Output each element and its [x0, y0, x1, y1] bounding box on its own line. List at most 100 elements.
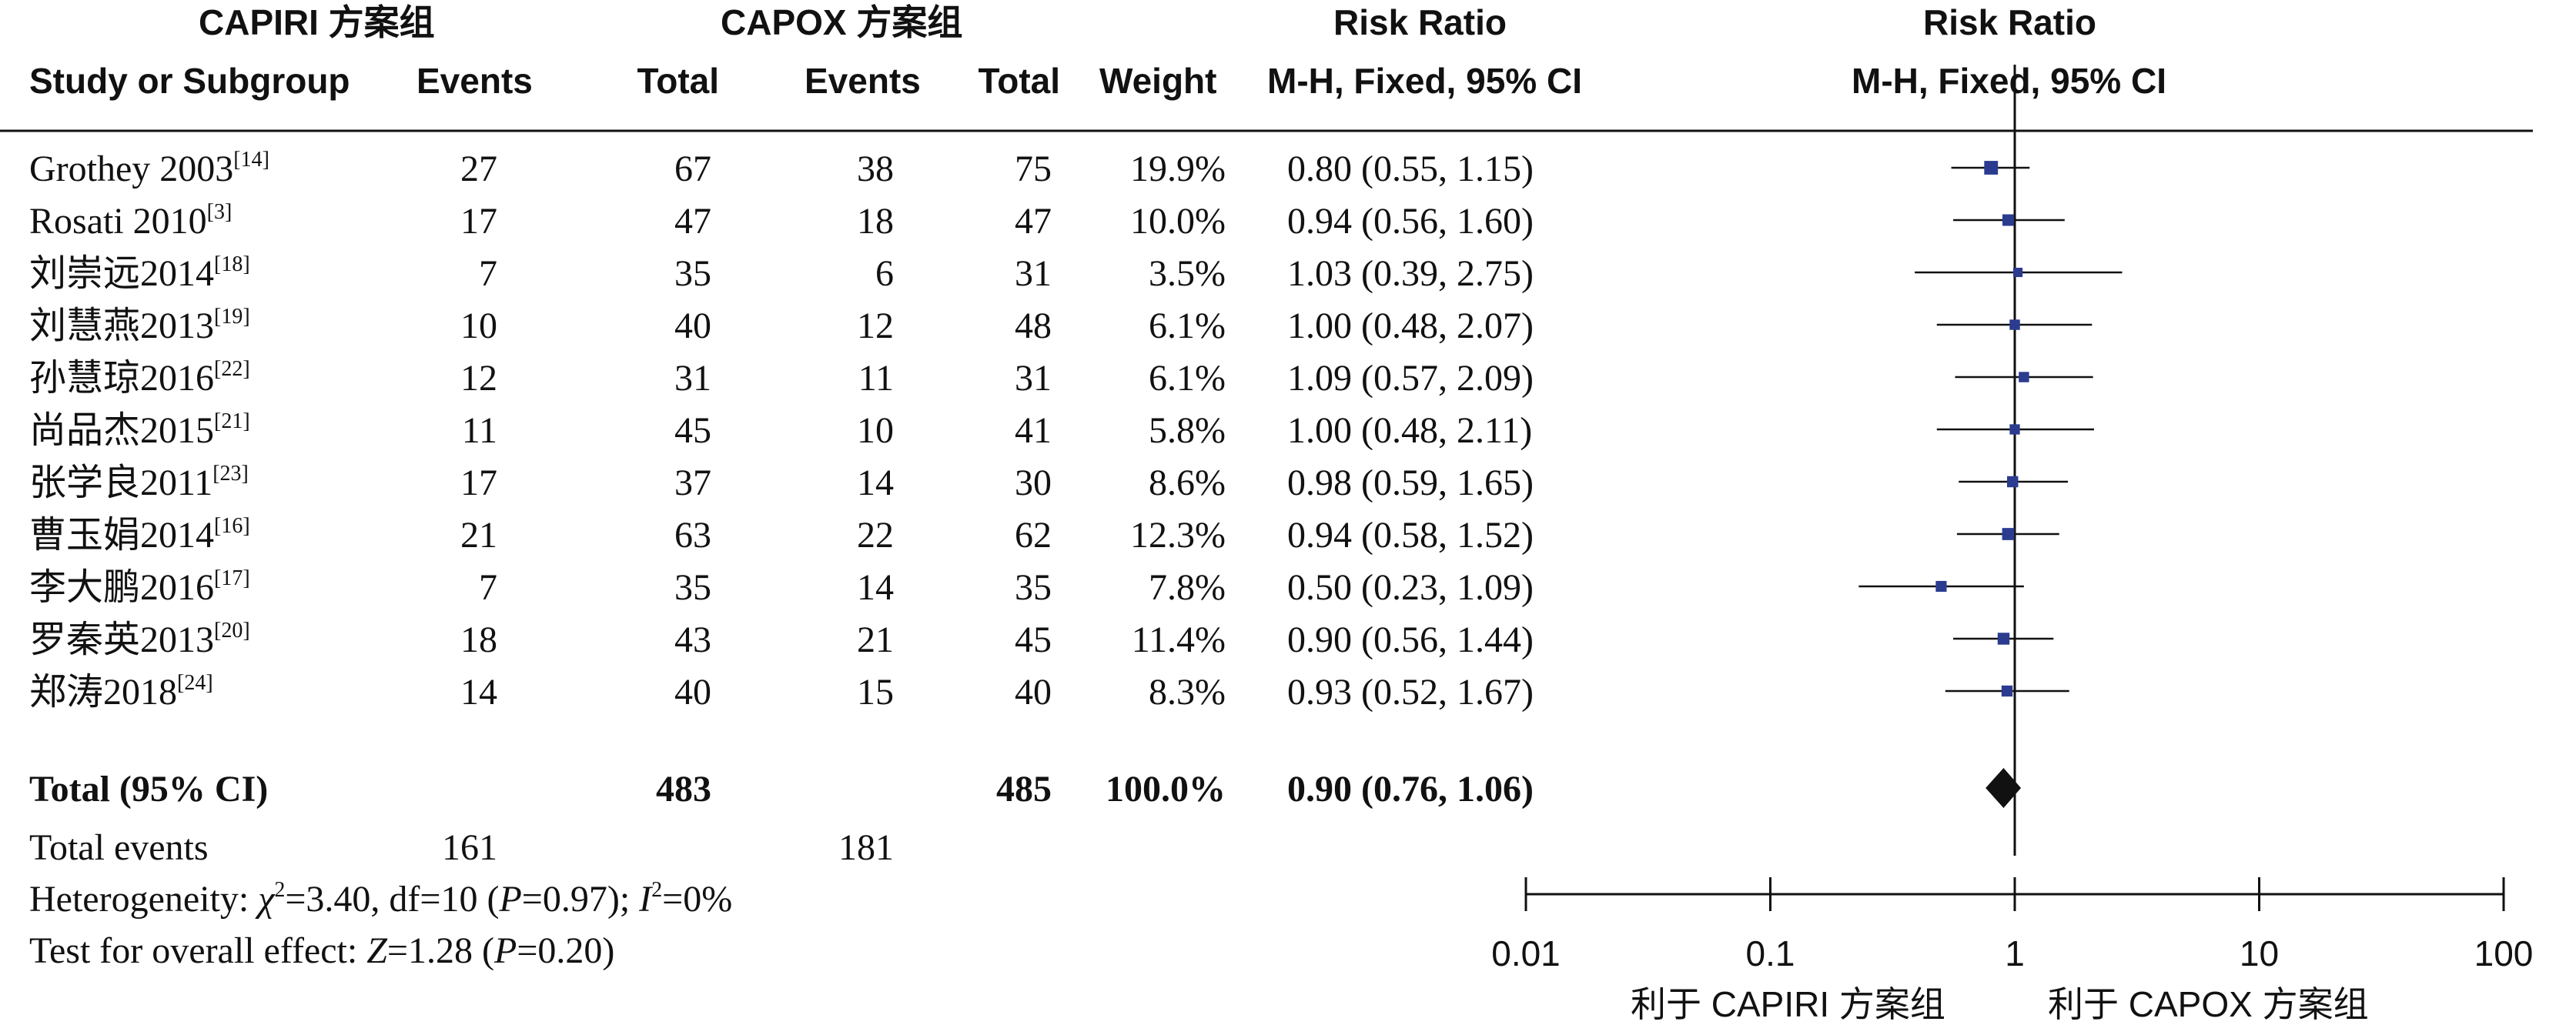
- study-name: Grothey 2003[14]: [29, 149, 269, 189]
- effect-marker: [2009, 319, 2020, 330]
- events-1: 10: [460, 305, 497, 346]
- overall-p-value: =0.20): [517, 930, 615, 971]
- study-label: 尚品杰2015: [29, 410, 215, 451]
- overall-prefix: Test for overall effect:: [29, 930, 367, 971]
- weight: 7.8%: [1149, 567, 1226, 608]
- ci-text: 1.03 (0.39, 2.75): [1287, 253, 1534, 294]
- effect-marker: [1997, 633, 2010, 645]
- het-p-value: =0.97);: [521, 879, 640, 920]
- study-ref: [3]: [206, 200, 233, 224]
- z-symbol: Z: [366, 930, 387, 971]
- study-ref: [22]: [214, 357, 250, 381]
- header-group2: CAPOX 方案组: [721, 2, 963, 42]
- tick-label: 0.1: [1745, 933, 1795, 973]
- effect-marker: [2001, 685, 2013, 697]
- study-name: 罗秦英2013[20]: [29, 619, 250, 659]
- weight: 8.6%: [1149, 462, 1226, 503]
- events-2: 38: [857, 149, 894, 189]
- header-total-1: Total: [637, 61, 719, 101]
- study-ref: [21]: [214, 409, 250, 433]
- het-p-symbol: P: [499, 879, 522, 920]
- study-ref: [18]: [214, 252, 250, 276]
- ci-text: 1.00 (0.48, 2.07): [1287, 305, 1534, 346]
- study-label: 曹玉娟2014: [29, 515, 215, 556]
- ci-text: 1.00 (0.48, 2.11): [1287, 410, 1533, 451]
- total-1: 47: [674, 201, 711, 242]
- total-2: 75: [1015, 149, 1052, 189]
- total-events-label: Total events: [29, 827, 209, 868]
- header-group1: CAPIRI 方案组: [199, 2, 435, 42]
- events-1: 18: [460, 619, 497, 660]
- favours-left-label: 利于 CAPIRI 方案组: [1631, 984, 1945, 1024]
- events-1: 27: [460, 149, 497, 189]
- effect-marker: [2006, 476, 2019, 488]
- chi-symbol: χ: [258, 879, 275, 920]
- events-2: 6: [875, 253, 894, 294]
- effect-marker: [2013, 267, 2023, 278]
- events-2: 22: [857, 515, 894, 556]
- favours-right-label: 利于 CAPOX 方案组: [2048, 984, 2369, 1024]
- total-2: 41: [1015, 410, 1052, 451]
- pooled-diamond: [1986, 768, 2022, 808]
- study-label: 李大鹏2016: [29, 567, 215, 608]
- total-2: 45: [1015, 619, 1052, 660]
- total-t2: 485: [996, 769, 1052, 810]
- study-label: Grothey 2003: [29, 149, 234, 189]
- total-1: 67: [674, 149, 711, 189]
- total-2: 35: [1015, 567, 1052, 608]
- events-1: 7: [479, 567, 497, 608]
- effect-marker: [1935, 580, 1947, 593]
- ci-text: 0.90 (0.56, 1.44): [1287, 619, 1534, 660]
- total-2: 40: [1015, 672, 1052, 713]
- study-name: 刘崇远2014[18]: [29, 252, 250, 292]
- events-2: 14: [857, 567, 894, 608]
- header-method-text: M-H, Fixed, 95% CI: [1267, 61, 1582, 101]
- total-2: 31: [1015, 253, 1052, 294]
- header-risk-ratio-text: Risk Ratio: [1333, 2, 1507, 42]
- total-1: 35: [674, 253, 711, 294]
- events-2: 21: [857, 619, 894, 660]
- total-1: 31: [674, 358, 711, 399]
- effect-marker: [2009, 424, 2020, 435]
- total-1: 40: [674, 305, 711, 346]
- study-ref: [20]: [214, 619, 250, 643]
- total-2: 62: [1015, 515, 1052, 556]
- total-label: Total (95% CI): [29, 769, 269, 810]
- effect-marker: [1984, 161, 1999, 175]
- events-2: 12: [857, 305, 894, 346]
- study-ref: [17]: [214, 566, 250, 590]
- study-label: 郑涛2018: [29, 672, 178, 713]
- total-2: 30: [1015, 462, 1052, 503]
- weight: 10.0%: [1130, 201, 1226, 242]
- total-weight: 100.0%: [1106, 769, 1226, 810]
- study-ref: [24]: [177, 671, 213, 695]
- header-study: Study or Subgroup: [29, 61, 350, 101]
- events-1: 14: [460, 672, 497, 713]
- total-2: 31: [1015, 358, 1052, 399]
- tick-label: 1: [2005, 933, 2025, 973]
- total-t1: 483: [656, 769, 711, 810]
- study-name: 刘慧燕2013[19]: [29, 306, 250, 345]
- total-1: 35: [674, 567, 711, 608]
- z-value: =1.28 (: [386, 930, 494, 971]
- events-1: 11: [461, 410, 497, 451]
- total-1: 43: [674, 619, 711, 660]
- study-ref: [23]: [212, 462, 249, 486]
- events-1: 17: [460, 462, 497, 503]
- events-2: 18: [857, 201, 894, 242]
- header-weight: Weight: [1099, 61, 1217, 101]
- study-name: Rosati 2010[3]: [29, 200, 233, 240]
- events-2: 11: [858, 358, 894, 399]
- study-label: 孙慧琼2016: [29, 358, 215, 399]
- ci-text: 0.94 (0.56, 1.60): [1287, 201, 1534, 242]
- ci-text: 0.93 (0.52, 1.67): [1287, 672, 1534, 713]
- effect-marker: [2019, 372, 2029, 382]
- ci-text: 0.98 (0.59, 1.65): [1287, 462, 1534, 503]
- ci-text: 1.09 (0.57, 2.09): [1287, 358, 1534, 399]
- weight: 6.1%: [1149, 305, 1226, 346]
- total-ci: 0.90 (0.76, 1.06): [1287, 769, 1534, 810]
- header-events-2: Events: [805, 61, 921, 101]
- i-exp: 2: [651, 878, 663, 902]
- header-total-2: Total: [978, 61, 1060, 101]
